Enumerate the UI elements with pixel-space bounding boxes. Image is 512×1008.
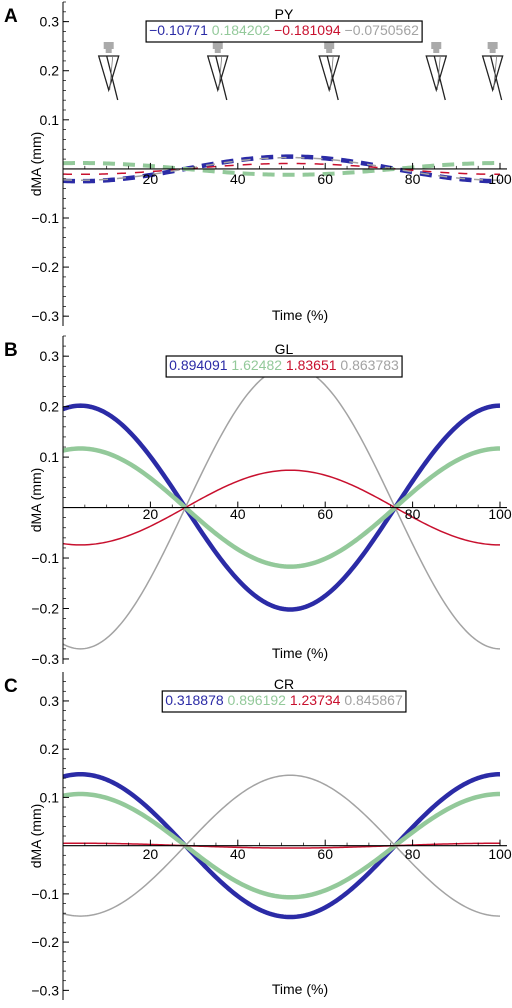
x-axis-label: Time (%) [272, 645, 328, 661]
x-tick-label: 80 [405, 506, 421, 522]
series-line-gray [62, 156, 501, 181]
legend: −0.10771 0.184202 −0.181094 −0.0750562 [145, 20, 423, 43]
series-line-red [62, 162, 500, 176]
x-tick-label: 100 [488, 171, 512, 187]
panel-a: A 0.3 0.2 0.1 −0.1 −0.2 −0.3 20 40 60 80 100 Time (%… [4, 1, 512, 326]
series-line-blue [62, 403, 501, 612]
legend-entry: −0.181094 [270, 22, 341, 38]
y-tick-label: 0.1 [40, 449, 60, 465]
x-tick-label: 100 [488, 846, 512, 862]
panel-label: A [4, 6, 18, 27]
legend-entry: 1.23734 [286, 692, 341, 708]
x-axis-label: Time (%) [272, 981, 328, 997]
panel-c: C 0.3 0.2 0.1 −0.1 −0.2 −0.3 20 40 60 80 100 Time (%… [4, 672, 512, 1000]
y-tick-label: 0.3 [40, 14, 60, 30]
series-line-green [62, 161, 500, 177]
y-axis-label: dMA (mm) [28, 468, 44, 533]
x-tick-label: 20 [143, 846, 159, 862]
y-tick-label: −0.2 [31, 259, 59, 275]
pencil-icon [425, 42, 448, 101]
legend-entry: 0.894091 [169, 357, 228, 373]
posture-icons [97, 42, 504, 101]
legend-entry: −0.10771 [149, 22, 208, 38]
x-tick-label: 40 [230, 506, 246, 522]
pencil-icon [481, 42, 504, 101]
x-tick-label: 20 [143, 171, 159, 187]
y-tick-label: −0.3 [31, 308, 59, 324]
y-tick-label: 0.2 [40, 399, 60, 415]
y-tick-label: 0.3 [40, 348, 60, 364]
panel-b: B 0.3 0.2 0.1 −0.1 −0.2 −0.3 20 40 60 80 100 Time (%… [4, 335, 512, 667]
y-tick-label: −0.1 [31, 550, 59, 566]
y-tick-label: −0.1 [31, 886, 59, 902]
x-tick-label: 60 [317, 171, 333, 187]
legend-entry: 1.83651 [282, 357, 337, 373]
panel-title: PY [275, 6, 294, 22]
x-tick-label: 80 [405, 171, 421, 187]
series-line-red [62, 842, 500, 849]
y-axis-label: dMA (mm) [28, 804, 44, 869]
series-line-blue [62, 772, 501, 920]
series-line-green [62, 446, 501, 569]
x-tick-label: 40 [230, 171, 246, 187]
legend-entry: 0.184202 [208, 22, 270, 38]
panel-title: GL [275, 341, 294, 357]
legend-entry: 0.318878 [165, 692, 224, 708]
y-tick-label: 0.3 [40, 693, 60, 709]
legend: 0.894091 1.62482 1.83651 0.863783 [165, 355, 403, 378]
x-tick-label: 20 [143, 506, 159, 522]
x-tick-label: 80 [405, 846, 421, 862]
y-tick-label: −0.2 [31, 934, 59, 950]
y-axis-label: dMA (mm) [28, 132, 44, 197]
y-tick-label: −0.3 [31, 982, 59, 998]
legend: 0.318878 0.896192 1.23734 0.845867 [161, 690, 407, 713]
legend-entry: 1.62482 [228, 357, 283, 373]
panel-label: C [4, 676, 18, 697]
legend-values: 0.894091 1.62482 1.83651 0.863783 [169, 357, 399, 373]
y-tick-label: 0.1 [40, 112, 60, 128]
legend-values: 0.318878 0.896192 1.23734 0.845867 [165, 692, 403, 708]
panel-label: B [4, 340, 18, 361]
series-line-gray [62, 774, 501, 917]
x-tick-label: 60 [317, 846, 333, 862]
legend-entry: 0.863783 [337, 357, 399, 373]
y-tick-label: −0.2 [31, 600, 59, 616]
y-tick-label: 0.1 [40, 789, 60, 805]
pencil-icon [206, 42, 229, 101]
legend-entry: 0.845867 [340, 692, 402, 708]
legend-entry: −0.0750562 [341, 22, 419, 38]
x-axis-label: Time (%) [272, 307, 328, 323]
legend-values: −0.10771 0.184202 −0.181094 −0.0750562 [149, 22, 419, 38]
series-line-green [62, 791, 501, 900]
pencil-icon [97, 42, 120, 101]
x-tick-label: 40 [230, 846, 246, 862]
panel-title: CR [274, 676, 294, 692]
legend-entry: 0.896192 [224, 692, 286, 708]
y-tick-label: −0.3 [31, 651, 59, 667]
x-tick-label: 60 [317, 506, 333, 522]
x-tick-label: 100 [488, 506, 512, 522]
y-tick-label: −0.1 [31, 210, 59, 226]
pencil-icon [318, 42, 341, 101]
series-line-red [62, 469, 501, 546]
y-tick-label: 0.2 [40, 63, 60, 79]
y-tick-label: 0.2 [40, 741, 60, 757]
